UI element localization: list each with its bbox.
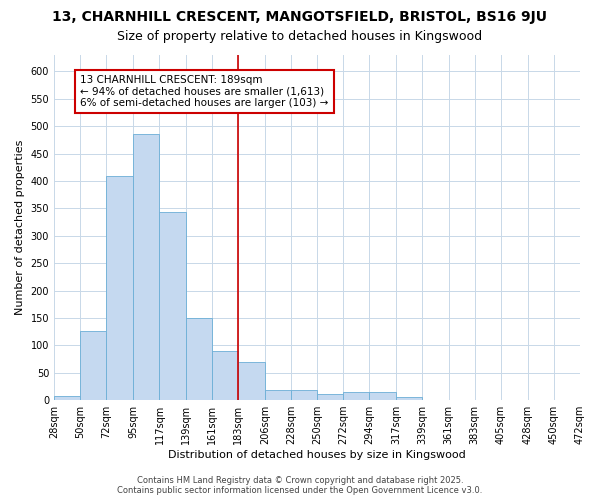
Bar xyxy=(185,318,212,400)
X-axis label: Distribution of detached houses by size in Kingswood: Distribution of detached houses by size … xyxy=(168,450,466,460)
Y-axis label: Number of detached properties: Number of detached properties xyxy=(15,140,25,315)
Bar xyxy=(54,396,80,400)
Bar xyxy=(133,134,160,400)
Bar xyxy=(397,397,422,400)
Bar xyxy=(369,392,397,400)
Bar xyxy=(80,330,106,400)
Text: 13, CHARNHILL CRESCENT, MANGOTSFIELD, BRISTOL, BS16 9JU: 13, CHARNHILL CRESCENT, MANGOTSFIELD, BR… xyxy=(53,10,548,24)
Bar xyxy=(238,362,265,400)
Bar xyxy=(343,392,369,400)
Text: Contains HM Land Registry data © Crown copyright and database right 2025.
Contai: Contains HM Land Registry data © Crown c… xyxy=(118,476,482,495)
Bar xyxy=(106,176,133,400)
Bar xyxy=(212,351,238,400)
Bar xyxy=(160,212,185,400)
Bar xyxy=(265,390,291,400)
Bar xyxy=(291,390,317,400)
Text: 13 CHARNHILL CRESCENT: 189sqm
← 94% of detached houses are smaller (1,613)
6% of: 13 CHARNHILL CRESCENT: 189sqm ← 94% of d… xyxy=(80,74,328,108)
Bar xyxy=(317,394,343,400)
Text: Size of property relative to detached houses in Kingswood: Size of property relative to detached ho… xyxy=(118,30,482,43)
